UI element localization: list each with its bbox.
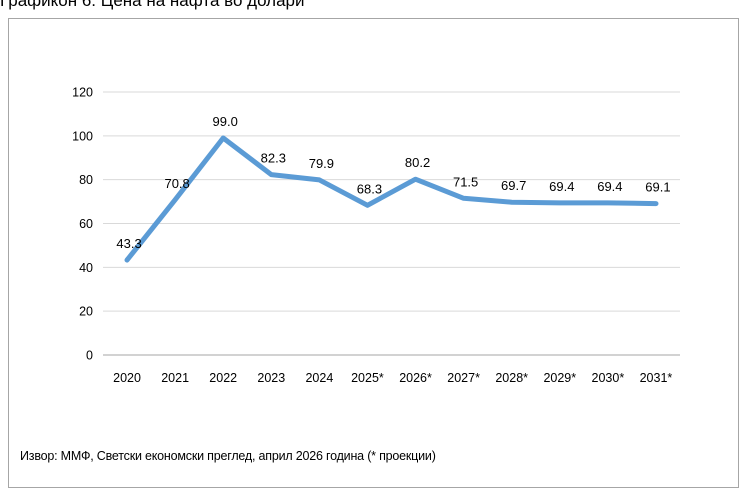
data-label: 99.0 — [213, 114, 238, 129]
y-axis-ticks: 0 20 40 60 80 100 120 — [72, 86, 93, 363]
y-tick-label: 20 — [79, 305, 93, 319]
data-label: 69.4 — [597, 179, 622, 194]
series-line — [124, 135, 659, 263]
data-label: 43.3 — [116, 236, 141, 251]
y-tick-label: 60 — [79, 217, 93, 231]
x-tick-label: 2024 — [305, 371, 333, 385]
y-tick-label: 0 — [86, 349, 93, 363]
data-label: 71.5 — [453, 174, 478, 189]
x-axis-ticks: 2020 2021 2022 2023 2024 2025* 2026* 2027* 2028*… — [113, 371, 672, 385]
data-label: 69.7 — [501, 178, 526, 193]
x-tick-label: 2023 — [257, 371, 285, 385]
data-label: 79.9 — [309, 156, 334, 171]
x-tick-label: 2027* — [447, 371, 480, 385]
x-tick-label: 2031* — [640, 371, 673, 385]
data-label: 68.3 — [357, 181, 382, 196]
y-tick-label: 80 — [79, 173, 93, 187]
source-note: Извор: ММФ, Светски економски преглед, а… — [20, 449, 436, 463]
data-labels: 43.3 70.8 99.0 82.3 79.9 68.3 80.2 71.5 69.7 69.4… — [116, 114, 670, 251]
chart-title: Графикон 6. Цена на нафта во долари — [0, 0, 305, 10]
oil-price-line-chart: 0 20 40 60 80 100 120 2020 2021 2022 2023 2024 2025… — [72, 86, 680, 385]
data-label: 70.8 — [164, 176, 189, 191]
y-tick-label: 40 — [79, 261, 93, 275]
x-tick-label: 2020 — [113, 371, 141, 385]
data-label: 82.3 — [261, 151, 286, 166]
x-tick-label: 2021 — [161, 371, 189, 385]
x-tick-label: 2030* — [592, 371, 625, 385]
y-tick-label: 120 — [72, 86, 93, 100]
gridlines — [103, 91, 680, 356]
data-label: 80.2 — [405, 155, 430, 170]
x-tick-label: 2022 — [209, 371, 237, 385]
data-label: 69.4 — [549, 179, 574, 194]
y-tick-label: 100 — [72, 129, 93, 143]
x-tick-label: 2029* — [543, 371, 576, 385]
x-tick-label: 2025* — [351, 371, 384, 385]
x-tick-label: 2028* — [495, 371, 528, 385]
data-label: 69.1 — [645, 180, 670, 195]
x-tick-label: 2026* — [399, 371, 432, 385]
